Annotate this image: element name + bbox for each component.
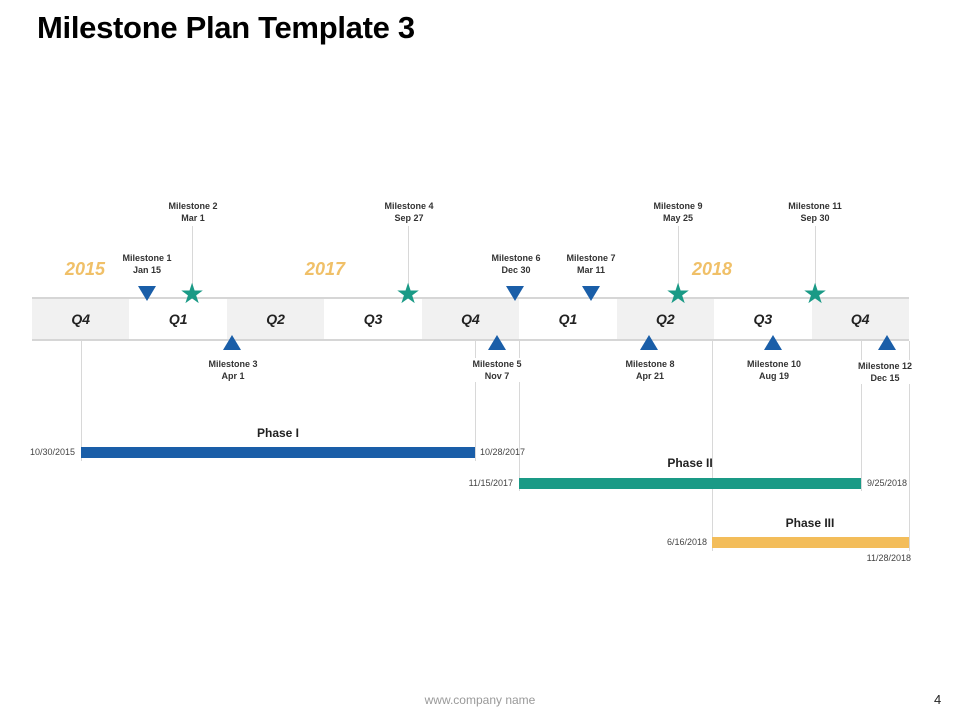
milestone-leader-line — [678, 226, 679, 288]
milestone-label: Milestone 7 Mar 11 — [566, 253, 616, 275]
milestone-label: Milestone 5 Nov 7 — [472, 358, 522, 382]
milestone-label: Milestone 6 Dec 30 — [491, 253, 541, 275]
quarter-cell: Q2 — [616, 299, 715, 339]
quarter-cell: Q2 — [226, 299, 325, 339]
milestone-label: Milestone 11 Sep 30 — [788, 201, 842, 223]
triangle-down-icon — [506, 286, 524, 301]
phase-bar — [712, 537, 909, 548]
triangle-up-icon — [640, 335, 658, 350]
page-number: 4 — [934, 692, 942, 707]
quarter-cell: Q4 — [811, 299, 909, 339]
quarter-cell: Q3 — [753, 311, 773, 327]
phase-label: Phase I — [256, 426, 300, 440]
year-label: 2018 — [691, 259, 733, 279]
star-icon: ★ — [395, 278, 421, 309]
milestone-leader-line — [192, 226, 193, 288]
phase-end-date: 9/25/2018 — [867, 478, 908, 488]
triangle-down-icon — [582, 286, 600, 301]
page-title: Milestone Plan Template 3 — [37, 10, 415, 45]
milestone-label: Milestone 4 Sep 27 — [384, 201, 434, 223]
phase-connector-line — [861, 341, 862, 491]
triangle-up-icon — [223, 335, 241, 350]
milestone-label: Milestone 9 May 25 — [653, 201, 703, 223]
quarter-cell: Q4 — [32, 299, 130, 339]
phase-bar — [81, 447, 475, 458]
star-icon: ★ — [179, 278, 205, 309]
triangle-up-icon — [878, 335, 896, 350]
phase-label: Phase II — [667, 456, 713, 470]
year-label: 2017 — [304, 259, 346, 279]
phase-connector-line — [475, 341, 476, 461]
quarter-cell: Q1 — [558, 311, 578, 327]
triangle-up-icon — [488, 335, 506, 350]
phase-start-date: 11/15/2017 — [468, 478, 513, 488]
phase-connector-line — [909, 341, 910, 551]
star-icon: ★ — [802, 278, 828, 309]
phase-end-date: 11/28/2018 — [866, 553, 911, 563]
milestone-label: Milestone 12 Dec 15 — [857, 360, 913, 384]
phase-label: Phase III — [785, 516, 835, 530]
milestone-leader-line — [408, 226, 409, 288]
quarter-cell: Q1 — [168, 311, 188, 327]
quarter-cell: Q3 — [363, 311, 383, 327]
phase-start-date: 10/30/2015 — [29, 447, 75, 457]
phase-end-date: 10/28/2017 — [480, 447, 526, 457]
phase-start-date: 6/16/2018 — [666, 537, 707, 547]
milestone-label: Milestone 10 Aug 19 — [746, 359, 802, 381]
quarter-band: Q4 Q1 Q2 Q3 Q4 Q1 Q2 Q3 Q4 — [32, 297, 909, 341]
milestone-label: Milestone 2 Mar 1 — [168, 201, 218, 223]
star-icon: ★ — [665, 278, 691, 309]
footer-website: www.company name — [424, 693, 536, 707]
phase-connector-line — [519, 341, 520, 491]
phase-bar — [519, 478, 861, 489]
year-label: 2015 — [64, 259, 106, 279]
triangle-down-icon — [138, 286, 156, 301]
milestone-leader-line — [815, 226, 816, 288]
phase-connector-line — [81, 341, 82, 461]
triangle-up-icon — [764, 335, 782, 350]
milestone-label: Milestone 3 Apr 1 — [208, 359, 258, 381]
phase-connector-line — [712, 341, 713, 551]
milestone-label: Milestone 1 Jan 15 — [122, 253, 172, 275]
milestone-label: Milestone 8 Apr 21 — [625, 359, 675, 381]
quarter-cell: Q4 — [421, 299, 520, 339]
